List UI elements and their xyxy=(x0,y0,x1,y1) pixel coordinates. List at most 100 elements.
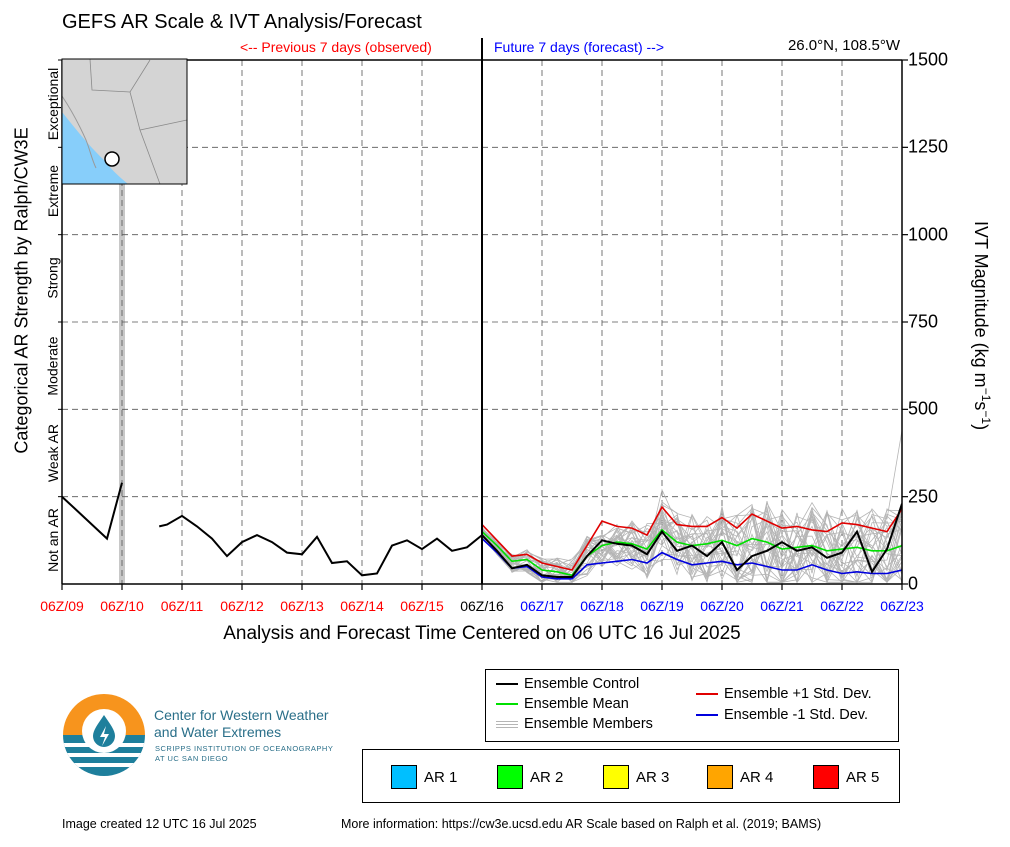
x-tick-label-2: 06Z/11 xyxy=(160,598,204,614)
x-tick-label-1: 06Z/10 xyxy=(100,598,144,614)
location-label: 26.0°N, 108.5°W xyxy=(787,37,900,54)
location-marker xyxy=(104,151,120,167)
more-info-text: More information: https://cw3e.ucsd.edu … xyxy=(341,817,822,831)
ar1-legend-item: AR 1 xyxy=(391,765,457,789)
y-tick-label-1500: 1500 xyxy=(908,49,949,70)
ar3-label: AR 3 xyxy=(636,768,670,786)
ar5-swatch xyxy=(813,765,839,789)
ar-scale-legend: AR 1 AR 2 AR 3 AR 4 AR 5 xyxy=(362,749,900,803)
legend-mean-swatch xyxy=(496,703,518,705)
inset-map-coast xyxy=(61,95,97,169)
chart-title: GEFS AR Scale & IVT Analysis/Forecast xyxy=(62,11,422,33)
ar1-label: AR 1 xyxy=(424,768,458,786)
category-label-strong: Strong xyxy=(40,235,66,322)
series-line-ensemble-1-std-dev- xyxy=(481,538,902,580)
x-tick-label-8: 06Z/17 xyxy=(520,598,564,614)
category-label-weak-ar: Weak AR xyxy=(40,409,66,496)
category-label-text: Extreme xyxy=(45,164,61,218)
inset-map-borders xyxy=(89,58,188,185)
legend-control: Ensemble Control xyxy=(496,676,639,692)
legend-minus-sd-swatch xyxy=(696,714,718,716)
legend-minus-sd: Ensemble -1 Std. Dev. xyxy=(696,707,868,723)
y-tick-label-250: 250 xyxy=(908,486,939,507)
legend-plus-sd: Ensemble +1 Std. Dev. xyxy=(696,686,872,702)
y-tick-label-1000: 1000 xyxy=(908,224,949,245)
x-axis-title: Analysis and Forecast Time Centered on 0… xyxy=(223,623,741,644)
org-subtitle-line1: SCRIPPS INSTITUTION OF OCEANOGRAPHY xyxy=(155,744,334,753)
category-label-text: Strong xyxy=(45,257,61,299)
observed-ivt-line-2 xyxy=(158,514,483,577)
y-tick-label-750: 750 xyxy=(908,311,939,332)
inset-map-frame xyxy=(61,58,188,185)
previous-days-label: <-- Previous 7 days (observed) xyxy=(240,39,432,55)
ar5-label: AR 5 xyxy=(846,768,880,786)
inset-map-water xyxy=(62,112,128,184)
org-name: Center for Western Weather and Water Ext… xyxy=(154,707,329,741)
legend-mean-label: Ensemble Mean xyxy=(524,696,629,712)
legend-members: Ensemble Members xyxy=(496,716,653,732)
right-axis-title: IVT Magnitude (kg m−1s−1) xyxy=(971,220,994,430)
cw3e-logo xyxy=(62,693,146,782)
legend-members-swatch xyxy=(496,720,518,728)
x-tick-label-11: 06Z/20 xyxy=(700,598,744,614)
ensemble-member-line-14 xyxy=(481,506,902,584)
observed-ivt-line-1 xyxy=(62,482,123,541)
legend-mean: Ensemble Mean xyxy=(496,696,629,712)
ar2-legend-item: AR 2 xyxy=(497,765,563,789)
ar4-swatch xyxy=(707,765,733,789)
series-line-ensemble-1-std-dev- xyxy=(481,505,902,571)
inset-map xyxy=(61,58,188,185)
ar1-swatch xyxy=(391,765,417,789)
y-tick-label-500: 500 xyxy=(908,398,939,419)
x-tick-label-10: 06Z/19 xyxy=(640,598,684,614)
org-name-line2: and Water Extremes xyxy=(154,724,282,740)
legend-members-label: Ensemble Members xyxy=(524,716,653,732)
created-timestamp: Image created 12 UTC 16 Jul 2025 xyxy=(62,817,257,831)
ensemble-member-line-18 xyxy=(481,507,902,584)
category-label-moderate: Moderate xyxy=(40,322,66,409)
category-label-text: Weak AR xyxy=(45,423,62,483)
x-tick-label-14: 06Z/23 xyxy=(880,598,924,614)
x-tick-label-0: 06Z/09 xyxy=(40,598,84,614)
org-name-line1: Center for Western Weather xyxy=(154,707,329,723)
y-tick-label-1250: 1250 xyxy=(908,136,949,157)
category-label-extreme: Extreme xyxy=(40,147,66,234)
category-label-text: Not an AR xyxy=(45,508,62,573)
category-label-text: Moderate xyxy=(45,336,61,396)
x-tick-label-12: 06Z/21 xyxy=(760,598,804,614)
ensemble-member-line-27 xyxy=(481,509,902,584)
x-tick-label-13: 06Z/22 xyxy=(820,598,864,614)
y-tick-label-0: 0 xyxy=(908,573,919,594)
ar4-legend-item: AR 4 xyxy=(707,765,773,789)
left-axis-title-wrap: Categorical AR Strength by Ralph/CW3E xyxy=(10,70,34,510)
cw3e-logo-icon xyxy=(63,694,145,776)
legend-control-label: Ensemble Control xyxy=(524,676,640,692)
ar2-swatch xyxy=(497,765,523,789)
x-tick-label-5: 06Z/14 xyxy=(340,598,384,614)
category-label-exceptional: Exceptional xyxy=(40,60,66,147)
org-subtitle: SCRIPPS INSTITUTION OF OCEANOGRAPHY AT U… xyxy=(155,744,333,764)
ar2-label: AR 2 xyxy=(530,768,564,786)
x-tick-label-9: 06Z/18 xyxy=(580,598,624,614)
x-tick-label-3: 06Z/12 xyxy=(220,598,264,614)
right-axis-title-wrap: IVT Magnitude (kg m−1s−1) xyxy=(962,180,1002,470)
legend-plus-sd-swatch xyxy=(696,693,718,695)
category-label-text: Exceptional xyxy=(45,67,62,140)
legend-minus-sd-label: Ensemble -1 Std. Dev. xyxy=(724,707,868,723)
legend-plus-sd-label: Ensemble +1 Std. Dev. xyxy=(724,686,872,702)
ar4-label: AR 4 xyxy=(740,768,774,786)
legend-control-swatch xyxy=(496,683,518,685)
ar3-swatch xyxy=(603,765,629,789)
org-subtitle-line2: AT UC SAN DIEGO xyxy=(155,754,229,763)
series-line-ensemble-control xyxy=(481,503,902,578)
ar5-legend-item: AR 5 xyxy=(813,765,879,789)
category-label-not-an-ar: Not an AR xyxy=(40,497,66,584)
future-days-label: Future 7 days (forecast) --> xyxy=(494,39,665,55)
left-axis-title: Categorical AR Strength by Ralph/CW3E xyxy=(11,126,32,454)
x-tick-label-6: 06Z/15 xyxy=(400,598,444,614)
x-tick-label-4: 06Z/13 xyxy=(280,598,324,614)
line-legend: Ensemble Control Ensemble Mean Ensemble … xyxy=(485,669,899,742)
ar3-legend-item: AR 3 xyxy=(603,765,669,789)
x-tick-label-7: 06Z/16 xyxy=(460,598,504,614)
